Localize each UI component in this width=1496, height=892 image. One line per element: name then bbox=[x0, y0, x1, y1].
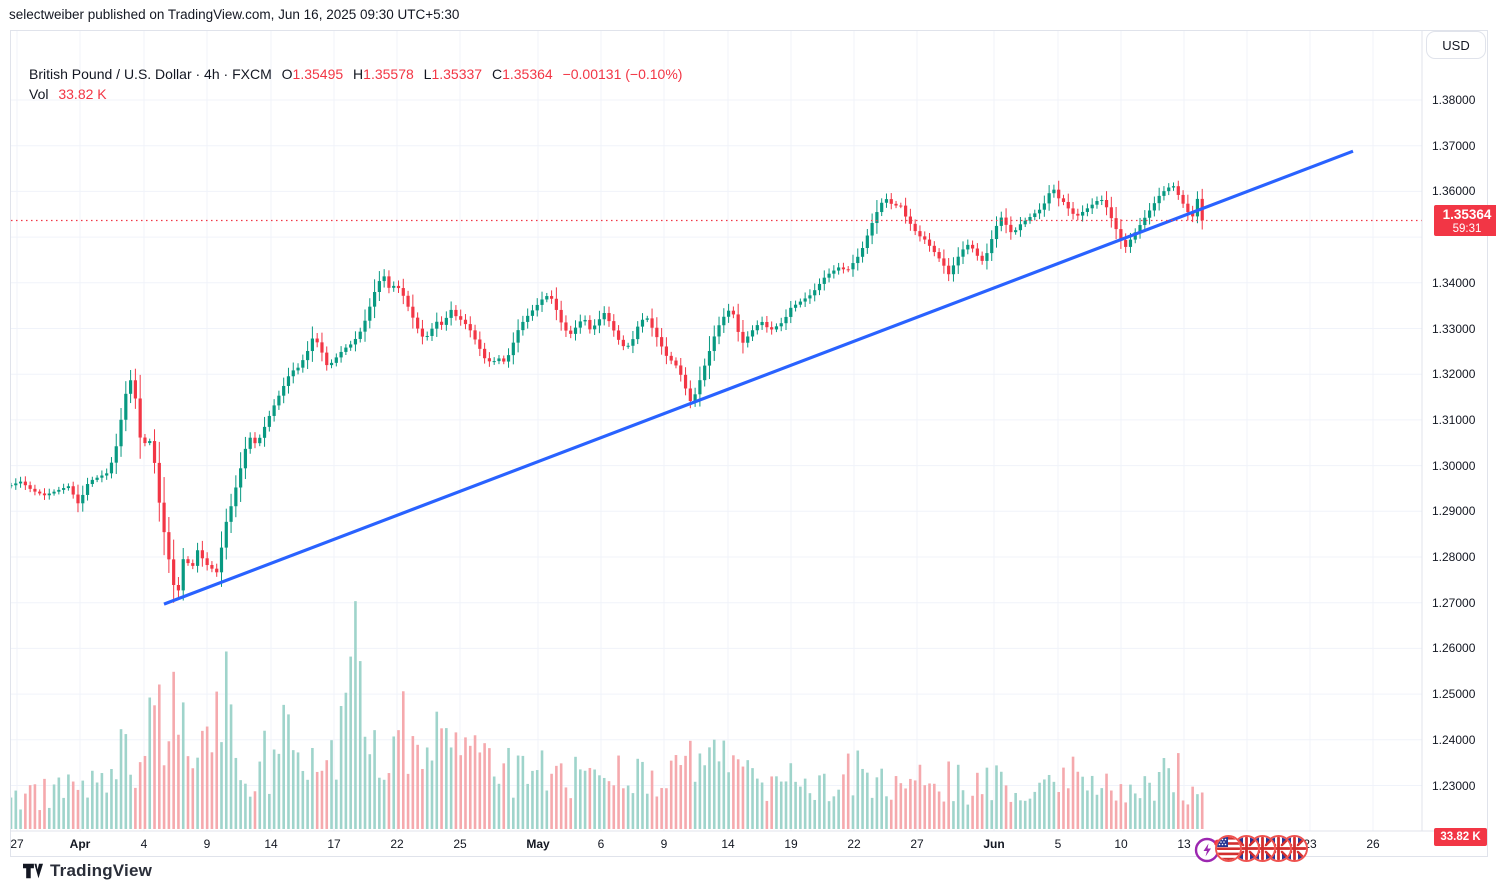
price-tick-label: 1.25000 bbox=[1432, 687, 1476, 702]
tradingview-logo-icon bbox=[23, 863, 43, 879]
us-flag-icon[interactable] bbox=[1215, 835, 1242, 862]
symbol-title: British Pound / U.S. Dollar · 4h · FXCM bbox=[29, 66, 272, 82]
vol-label: Vol bbox=[29, 86, 49, 102]
price-change: −0.00131 (−0.10%) bbox=[562, 66, 683, 82]
chart-legend[interactable]: British Pound / U.S. Dollar · 4h · FXCM … bbox=[29, 66, 682, 82]
time-tick-label: 6 bbox=[597, 837, 605, 851]
time-tick-label: 4 bbox=[140, 837, 148, 851]
ohlc-high: H1.35578 bbox=[353, 66, 414, 82]
currency-button[interactable]: USD bbox=[1426, 31, 1486, 59]
axis-borders bbox=[11, 31, 1488, 832]
candlestick-chart-canvas[interactable] bbox=[11, 31, 1489, 858]
time-tick-label: 14 bbox=[264, 837, 278, 851]
vol-value: 33.82 K bbox=[58, 86, 107, 102]
price-tick-label: 1.37000 bbox=[1432, 138, 1476, 153]
time-tick-label: 5 bbox=[1054, 837, 1062, 851]
last-price-value: 1.35364 bbox=[1442, 207, 1492, 223]
ohlc-open: O1.35495 bbox=[281, 66, 344, 82]
time-tick-label: 10 bbox=[1114, 837, 1128, 851]
time-tick-label: 25 bbox=[453, 837, 467, 851]
trendline-drawing[interactable] bbox=[163, 149, 1354, 606]
time-tick-label: May bbox=[526, 837, 550, 851]
time-tick-label: 17 bbox=[327, 837, 341, 851]
ohlc-low: L1.35337 bbox=[423, 66, 483, 82]
time-tick-label: 9 bbox=[203, 837, 211, 851]
volume-series bbox=[11, 601, 1204, 829]
price-tick-label: 1.24000 bbox=[1432, 732, 1476, 747]
time-tick-label: Jun bbox=[983, 837, 1005, 851]
time-tick-label: 27 bbox=[10, 837, 24, 851]
time-tick-label: 14 bbox=[721, 837, 735, 851]
bar-countdown: 59:31 bbox=[1452, 222, 1482, 235]
price-tick-label: 1.27000 bbox=[1432, 595, 1476, 610]
price-tick-label: 1.36000 bbox=[1432, 184, 1476, 199]
price-tick-label: 1.28000 bbox=[1432, 550, 1476, 564]
candlestick-series bbox=[11, 180, 1204, 603]
time-tick-label: 22 bbox=[390, 837, 404, 851]
publisher-line: selectweiber published on TradingView.co… bbox=[9, 7, 460, 22]
time-tick-label: 19 bbox=[784, 837, 798, 851]
time-tick-label: 13 bbox=[1177, 837, 1191, 851]
time-tick-label: 22 bbox=[847, 837, 861, 851]
time-tick-label: 26 bbox=[1366, 837, 1380, 851]
chart-widget[interactable]: British Pound / U.S. Dollar · 4h · FXCM … bbox=[10, 30, 1496, 863]
price-tick-label: 1.31000 bbox=[1432, 412, 1476, 427]
time-tick-label: Apr bbox=[69, 837, 91, 851]
price-tick-label: 1.30000 bbox=[1432, 458, 1476, 473]
last-price-badge: 1.35364 59:31 bbox=[1434, 205, 1496, 237]
ohlc-close: C1.35364 bbox=[491, 66, 553, 82]
price-tick-label: 1.26000 bbox=[1432, 641, 1476, 656]
volume-badge: 33.82 K bbox=[1434, 828, 1487, 846]
price-tick-label: 1.33000 bbox=[1432, 321, 1476, 336]
volume-legend[interactable]: Vol 33.82 K bbox=[29, 86, 107, 102]
price-tick-label: 1.32000 bbox=[1432, 367, 1476, 382]
price-tick-label: 1.23000 bbox=[1432, 778, 1476, 793]
tradingview-logo-text: TradingView bbox=[50, 861, 153, 880]
grid-lines bbox=[11, 31, 1422, 831]
price-tick-label: 1.29000 bbox=[1432, 504, 1476, 519]
time-tick-label: 9 bbox=[660, 837, 668, 851]
time-tick-label: 27 bbox=[910, 837, 924, 851]
price-tick-label: 1.38000 bbox=[1432, 93, 1476, 107]
tradingview-logo[interactable]: TradingView bbox=[22, 861, 152, 881]
price-tick-label: 1.34000 bbox=[1432, 275, 1476, 290]
